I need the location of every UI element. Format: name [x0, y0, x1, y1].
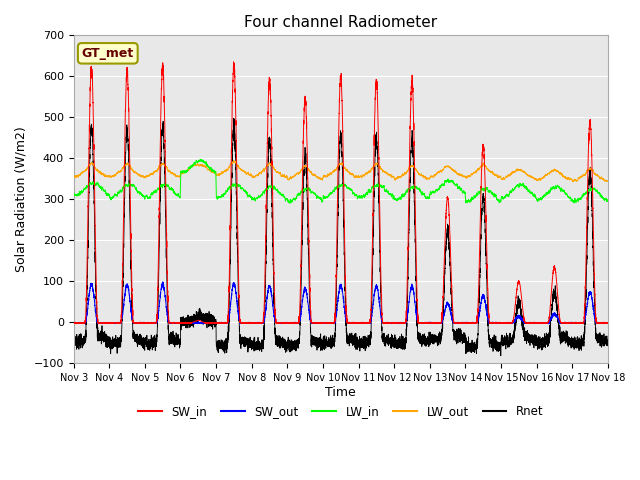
LW_out [582, 172, 589, 178]
SW_in [250, 321, 257, 326]
LW_out [569, 179, 577, 184]
LW_out [252, 174, 259, 180]
Line: SW_in: SW_in [74, 62, 608, 324]
X-axis label: Time: Time [325, 386, 356, 399]
Y-axis label: Solar Radiation (W/m2): Solar Radiation (W/m2) [15, 127, 28, 272]
LW_out [604, 178, 612, 183]
LW_out [323, 173, 330, 179]
SW_in [70, 320, 77, 326]
LW_out [230, 158, 237, 164]
SW_out [252, 320, 259, 325]
SW_in [604, 320, 612, 325]
SW_out [604, 320, 612, 325]
SW_out [159, 279, 166, 285]
LW_in [476, 189, 483, 194]
Rnet [582, 305, 589, 311]
LW_out [476, 166, 483, 172]
Line: SW_out: SW_out [74, 282, 608, 324]
Rnet [476, 297, 483, 303]
Legend: SW_in, SW_out, LW_in, LW_out, Rnet: SW_in, SW_out, LW_in, LW_out, Rnet [133, 401, 548, 423]
Rnet [230, 115, 237, 121]
Rnet [575, 336, 582, 342]
LW_out [70, 174, 77, 180]
SW_out [476, 311, 483, 317]
Line: Rnet: Rnet [74, 118, 608, 356]
SW_in [460, 320, 468, 325]
LW_out [460, 173, 468, 179]
Title: Four channel Radiometer: Four channel Radiometer [244, 15, 437, 30]
SW_in [230, 59, 237, 65]
LW_in [575, 197, 582, 203]
SW_out [545, 321, 553, 327]
SW_out [70, 320, 77, 325]
LW_in [323, 194, 330, 200]
Line: LW_in: LW_in [74, 159, 608, 203]
LW_in [460, 190, 468, 195]
LW_in [582, 190, 589, 196]
LW_in [604, 198, 612, 204]
SW_in [323, 320, 330, 326]
SW_in [252, 320, 259, 325]
LW_in [252, 198, 259, 204]
SW_in [582, 282, 589, 288]
LW_out [575, 176, 582, 181]
Rnet [497, 353, 504, 359]
LW_in [198, 156, 205, 162]
SW_out [460, 320, 468, 325]
Text: GT_met: GT_met [82, 47, 134, 60]
SW_in [575, 320, 582, 326]
SW_out [575, 320, 582, 325]
Rnet [70, 338, 77, 344]
Rnet [323, 334, 330, 340]
SW_in [476, 264, 483, 270]
LW_in [70, 191, 77, 197]
LW_in [286, 200, 294, 206]
SW_out [323, 320, 330, 325]
SW_out [582, 313, 589, 319]
Rnet [460, 330, 468, 336]
Line: LW_out: LW_out [74, 161, 608, 181]
Rnet [604, 343, 612, 348]
Rnet [252, 344, 259, 350]
